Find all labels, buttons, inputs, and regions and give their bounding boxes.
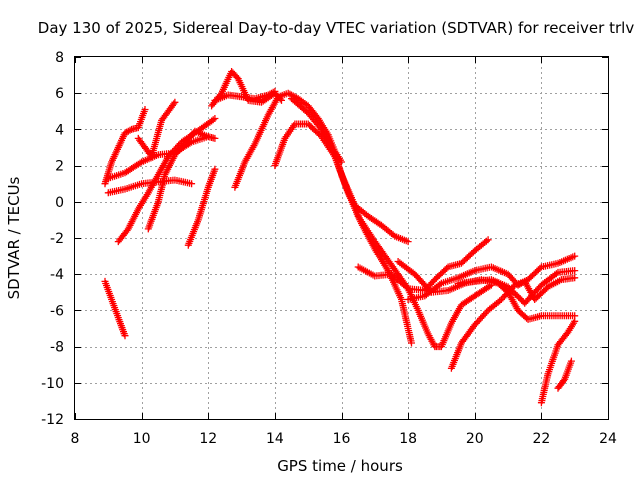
y-tick-label: -2 bbox=[50, 231, 64, 247]
plot-frame bbox=[74, 56, 609, 420]
data-point bbox=[211, 134, 219, 142]
y-tick-label: 2 bbox=[55, 159, 64, 175]
data-point bbox=[141, 106, 149, 113]
series-track-17 bbox=[404, 252, 579, 303]
y-tick-label: 4 bbox=[55, 122, 64, 138]
data-point bbox=[472, 319, 480, 327]
series-track-15 bbox=[354, 236, 492, 294]
data-point bbox=[121, 332, 129, 340]
data-point bbox=[571, 267, 579, 275]
y-tick-label: -6 bbox=[50, 303, 64, 319]
data-point bbox=[510, 289, 518, 297]
data-point bbox=[271, 87, 279, 95]
y-tick-label: 8 bbox=[55, 50, 64, 66]
y-tick-label: -10 bbox=[41, 376, 64, 392]
data-point bbox=[502, 291, 510, 299]
x-tick-label: 18 bbox=[399, 431, 417, 447]
x-axis-label: GPS time / hours bbox=[277, 457, 403, 475]
y-axis-label: SDTVAR / TECUs bbox=[5, 176, 23, 299]
data-point bbox=[497, 296, 505, 303]
data-point bbox=[536, 264, 544, 272]
data-point bbox=[571, 252, 579, 260]
data-point bbox=[515, 293, 523, 301]
series-track-14 bbox=[338, 171, 412, 246]
series-track-6 bbox=[134, 98, 179, 161]
data-point bbox=[571, 274, 579, 282]
y-tick-label: 0 bbox=[55, 195, 64, 211]
data-point bbox=[408, 339, 415, 347]
x-tick-label: 16 bbox=[333, 431, 351, 447]
x-tick-label: 14 bbox=[266, 431, 284, 447]
data-point bbox=[480, 311, 488, 319]
x-tick-label: 12 bbox=[199, 431, 217, 447]
series-track-21 bbox=[554, 357, 575, 392]
data-point bbox=[505, 288, 513, 295]
series-track-19 bbox=[447, 274, 579, 372]
y-tick-label: 6 bbox=[55, 86, 64, 102]
data-point bbox=[552, 270, 560, 278]
data-point bbox=[403, 283, 411, 291]
series-track-1 bbox=[101, 277, 129, 340]
y-tick-labels: -12 -10 -8 -6 -4 -2 0 2 4 6 8 bbox=[41, 50, 64, 428]
chart-title: Day 130 of 2025, Sidereal Day-to-day VTE… bbox=[38, 19, 635, 37]
grid-lines bbox=[75, 57, 608, 419]
data-point bbox=[571, 317, 579, 325]
data-point bbox=[211, 165, 219, 173]
data-point bbox=[211, 115, 219, 122]
x-tick-label: 20 bbox=[466, 431, 484, 447]
x-tick-label: 22 bbox=[532, 431, 550, 447]
y-tick-label: -8 bbox=[50, 340, 64, 356]
y-tick-label: -4 bbox=[50, 267, 64, 283]
data-point bbox=[404, 238, 412, 246]
axis-ticks bbox=[75, 57, 609, 420]
data-point bbox=[436, 281, 444, 288]
data-point bbox=[170, 100, 178, 108]
data-point bbox=[481, 310, 489, 318]
data-point bbox=[484, 236, 492, 244]
y-tick-label: -12 bbox=[41, 412, 64, 428]
data-series bbox=[101, 68, 579, 407]
data-point bbox=[483, 308, 491, 316]
data-point bbox=[204, 133, 212, 141]
series-track-7 bbox=[144, 127, 212, 233]
series-track-10 bbox=[211, 87, 279, 104]
data-point bbox=[429, 277, 437, 285]
data-point bbox=[474, 318, 482, 326]
data-point bbox=[126, 126, 134, 134]
data-point bbox=[503, 289, 511, 297]
data-point bbox=[171, 98, 179, 106]
series-track-8 bbox=[184, 165, 219, 249]
data-point bbox=[516, 295, 524, 303]
data-point bbox=[567, 357, 575, 365]
series-track-5 bbox=[114, 115, 219, 246]
x-tick-label: 8 bbox=[71, 431, 80, 447]
series-track-18 bbox=[454, 267, 579, 307]
x-tick-labels: 8 10 12 14 16 18 20 22 24 bbox=[71, 431, 617, 447]
x-tick-label: 24 bbox=[599, 431, 617, 447]
series-track-20 bbox=[537, 317, 579, 407]
x-tick-label: 10 bbox=[133, 431, 151, 447]
data-point bbox=[188, 180, 196, 188]
